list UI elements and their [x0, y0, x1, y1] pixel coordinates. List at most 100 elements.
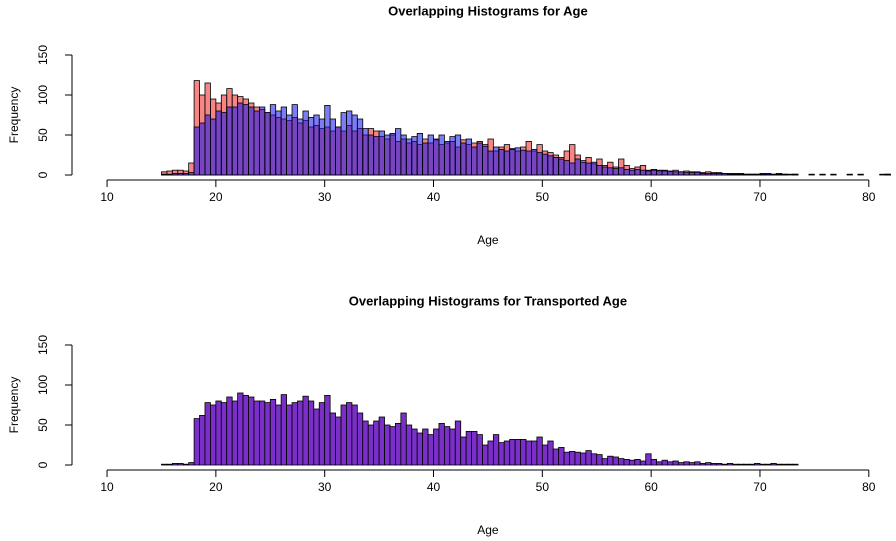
- bar: [623, 168, 630, 176]
- bar: [732, 463, 739, 466]
- bar: [650, 169, 657, 176]
- bar: [302, 395, 309, 466]
- bar: [253, 110, 260, 176]
- x-tick-label: 50: [536, 190, 550, 204]
- bar: [465, 138, 472, 176]
- bar: [427, 434, 434, 466]
- bar: [193, 418, 200, 466]
- bar: [531, 440, 538, 466]
- bar: [248, 396, 255, 466]
- bar: [667, 461, 674, 466]
- x-axis-label: Age: [477, 523, 499, 537]
- bar: [367, 134, 375, 176]
- bar: [699, 462, 706, 466]
- bar: [683, 172, 690, 176]
- bar: [258, 400, 266, 466]
- bar: [215, 400, 222, 466]
- bar: [716, 462, 723, 466]
- bar: [672, 460, 679, 466]
- bar: [275, 110, 282, 176]
- bar: [786, 463, 794, 466]
- bar: [438, 422, 445, 466]
- bar: [389, 426, 396, 466]
- bar: [710, 172, 717, 176]
- bar: [313, 408, 320, 466]
- bar: [580, 452, 587, 466]
- x-tick-label: 80: [862, 480, 876, 494]
- bar: [590, 453, 598, 466]
- bar: [264, 112, 271, 176]
- bar: [607, 167, 614, 176]
- bar: [324, 394, 331, 466]
- bar: [482, 145, 489, 176]
- bar: [433, 138, 440, 176]
- bar: [628, 459, 636, 466]
- bar: [258, 106, 266, 176]
- bar: [307, 400, 315, 466]
- bar: [248, 106, 255, 176]
- x-tick-label: 80: [862, 190, 876, 204]
- bar: [269, 104, 277, 176]
- x-tick-label: 60: [644, 480, 658, 494]
- bar: [639, 460, 647, 466]
- bar: [792, 463, 799, 466]
- bar: [498, 148, 505, 176]
- bar: [541, 444, 549, 466]
- bar: [503, 150, 511, 176]
- bar: [373, 420, 380, 466]
- x-tick-label: 30: [318, 190, 332, 204]
- bar: [237, 392, 244, 466]
- bar: [716, 172, 723, 176]
- bar: [770, 462, 777, 466]
- bar: [694, 461, 701, 466]
- bar: [346, 402, 353, 466]
- bar: [329, 412, 336, 466]
- bar: [552, 156, 560, 176]
- bar: [677, 171, 685, 176]
- bar: [204, 114, 211, 176]
- bar: [672, 171, 679, 176]
- bar: [362, 420, 369, 466]
- x-tick-label: 20: [209, 190, 223, 204]
- bar: [329, 118, 336, 176]
- bar: [514, 147, 521, 176]
- bar: [416, 132, 424, 176]
- bar: [743, 173, 750, 176]
- x-tick-label: 40: [427, 480, 441, 494]
- bar: [297, 118, 304, 176]
- bar: [634, 458, 641, 466]
- bar: [416, 432, 424, 466]
- bar: [705, 462, 712, 466]
- bar: [786, 173, 794, 176]
- bar: [574, 158, 581, 176]
- bar: [547, 155, 554, 176]
- bar: [634, 168, 641, 176]
- x-tick-label: 50: [536, 480, 550, 494]
- bar: [433, 428, 440, 466]
- bar: [378, 130, 385, 176]
- bar: [748, 463, 755, 466]
- bar: [204, 402, 211, 466]
- bar: [688, 172, 696, 176]
- bar: [378, 416, 385, 466]
- bar: [721, 463, 728, 466]
- bar: [449, 428, 456, 466]
- bar: [781, 463, 788, 466]
- bar: [487, 150, 494, 176]
- bar: [726, 462, 734, 466]
- bar: [547, 440, 554, 466]
- bar: [389, 132, 396, 176]
- bar: [226, 396, 233, 466]
- bar: [166, 463, 173, 466]
- bar: [623, 458, 630, 466]
- y-tick-label: 150: [36, 335, 50, 355]
- y-axis-label: Frequency: [7, 377, 21, 434]
- bar: [400, 134, 407, 176]
- bar: [443, 140, 451, 176]
- bar: [405, 424, 413, 466]
- bar: [585, 162, 592, 176]
- bar: [732, 173, 739, 176]
- bar: [460, 436, 467, 466]
- bar: [536, 436, 543, 466]
